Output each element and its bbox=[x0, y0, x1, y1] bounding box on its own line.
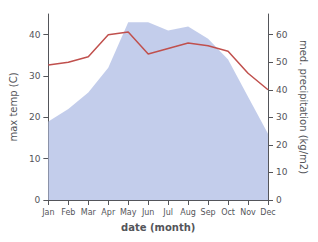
svg-text:Mar: Mar bbox=[81, 208, 97, 217]
svg-text:Nov: Nov bbox=[240, 208, 256, 217]
svg-text:30: 30 bbox=[29, 71, 41, 81]
svg-text:Sep: Sep bbox=[201, 208, 216, 217]
svg-text:50: 50 bbox=[276, 57, 288, 67]
svg-text:Jul: Jul bbox=[162, 208, 173, 217]
svg-text:med. precipitation (kg/m2): med. precipitation (kg/m2) bbox=[298, 40, 309, 174]
svg-text:max temp (C): max temp (C) bbox=[8, 72, 19, 141]
svg-text:Dec: Dec bbox=[260, 208, 275, 217]
svg-text:Apr: Apr bbox=[101, 208, 116, 217]
svg-text:20: 20 bbox=[276, 140, 288, 150]
svg-text:10: 10 bbox=[276, 167, 288, 177]
svg-text:Aug: Aug bbox=[180, 208, 196, 217]
svg-text:Jan: Jan bbox=[41, 208, 54, 217]
svg-text:May: May bbox=[120, 208, 137, 217]
svg-text:0: 0 bbox=[276, 195, 282, 205]
svg-text:60: 60 bbox=[276, 30, 288, 40]
svg-text:Feb: Feb bbox=[61, 208, 75, 217]
svg-text:30: 30 bbox=[276, 112, 288, 122]
svg-text:Oct: Oct bbox=[221, 208, 235, 217]
svg-text:10: 10 bbox=[29, 154, 41, 164]
svg-text:40: 40 bbox=[276, 85, 288, 95]
svg-text:40: 40 bbox=[29, 30, 41, 40]
svg-text:20: 20 bbox=[29, 112, 41, 122]
svg-text:Jun: Jun bbox=[141, 208, 155, 217]
svg-text:0: 0 bbox=[35, 195, 41, 205]
svg-text:date (month): date (month) bbox=[121, 222, 195, 233]
